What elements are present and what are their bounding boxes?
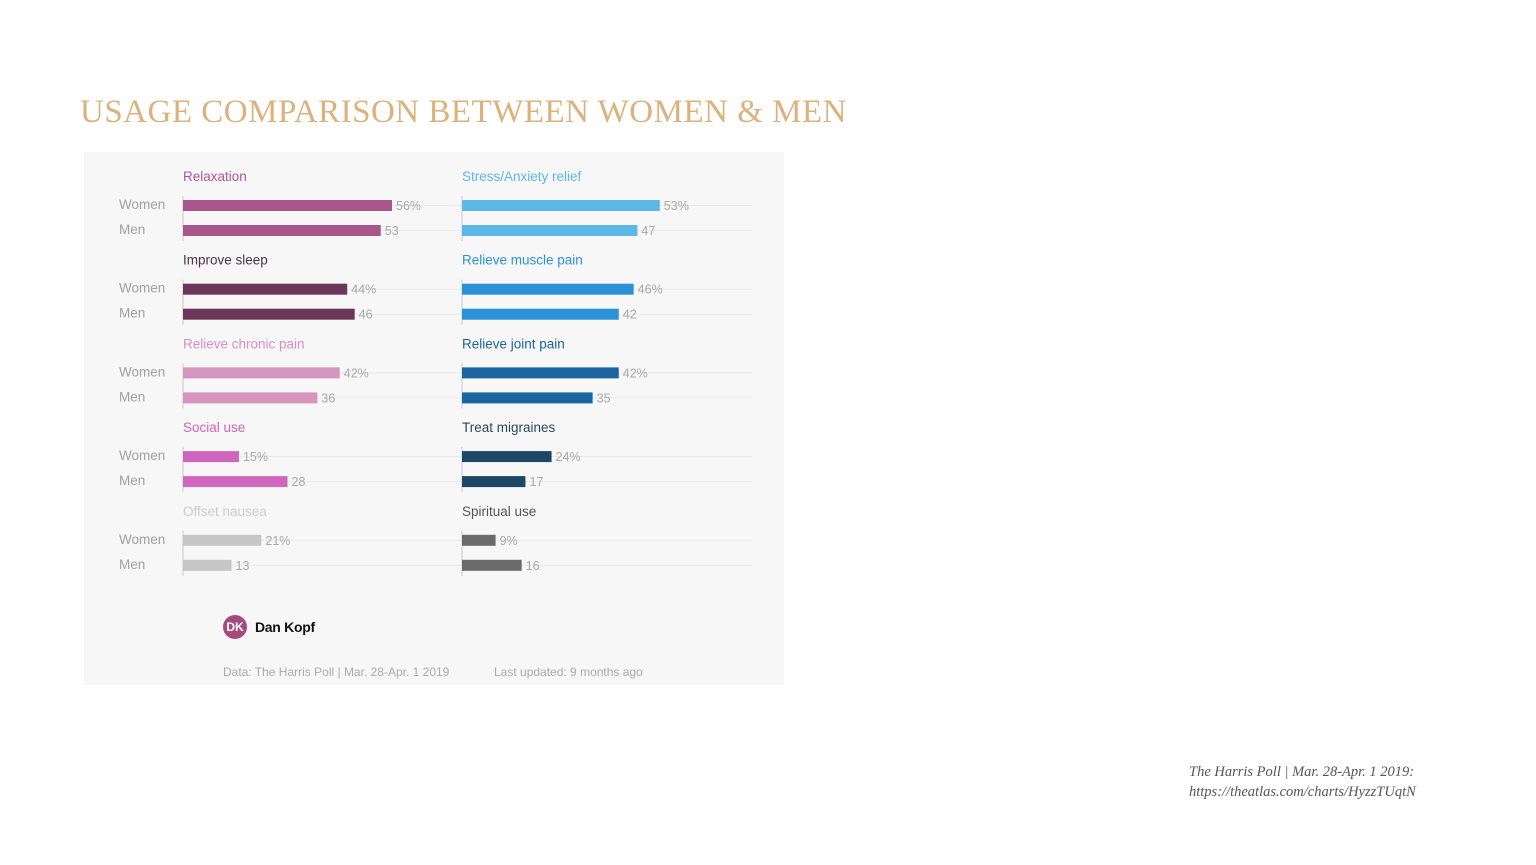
panel-title-9: Offset nausea [183,504,267,519]
panel-title-2: Stress/Anxiety relief [462,169,582,184]
bar-women-8 [462,451,552,463]
author-name: Dan Kopf [255,619,315,635]
bar-women-6 [462,367,619,379]
bar-men-2 [462,225,638,236]
bar-men-10 [462,559,522,571]
value-label-men-2: 47 [641,224,655,238]
data-source: Data: The Harris Poll | Mar. 28-Apr. 1 2… [223,665,450,679]
row-label-men-4: Men [119,473,145,488]
author-avatar: DK [223,615,247,639]
value-label-men-1: 53 [385,224,399,238]
row-label-men-3: Men [119,389,145,404]
bar-women-7 [183,451,239,463]
value-label-men-3: 46 [359,308,373,322]
row-label-women-5: Women [119,532,165,547]
slide-title: USAGE COMPARISON BETWEEN WOMEN & MEN [80,94,847,130]
row-label-men-1: Men [119,222,145,237]
row-label-women-4: Women [119,448,165,463]
value-label-men-8: 17 [529,475,543,489]
bar-women-10 [462,534,496,546]
value-label-women-10: 9% [500,534,518,548]
row-label-women-3: Women [119,364,165,379]
bar-men-8 [462,476,526,488]
bar-chart: Relaxation Women Men 56% 53 Stress/Anxiety re… [119,169,752,576]
bar-women-2 [462,200,660,211]
value-label-women-2: 53% [664,199,689,213]
last-updated: Last updated: 9 months ago [494,665,643,679]
row-label-men-5: Men [119,557,145,572]
panel-title-5: Relieve chronic pain [183,336,305,351]
value-label-women-7: 15% [243,450,268,464]
value-label-women-6: 42% [623,366,648,380]
row-label-women-2: Women [119,281,165,296]
citation-line-1: The Harris Poll | Mar. 28-Apr. 1 2019: [1189,764,1415,780]
bar-men-5 [183,392,318,404]
value-label-men-4: 42 [623,308,637,322]
value-label-men-7: 28 [292,475,306,489]
panel-title-8: Treat migraines [462,420,556,435]
bar-men-1 [183,225,381,236]
panel-title-6: Relieve joint pain [462,336,565,351]
value-label-men-10: 16 [526,559,540,573]
bar-women-1 [183,200,392,211]
panel-title-7: Social use [183,420,245,435]
bar-men-3 [183,308,355,320]
author-badge[interactable]: DK Dan Kopf [223,615,315,639]
bar-women-4 [462,283,634,295]
value-label-women-9: 21% [265,534,290,548]
value-label-women-4: 46% [638,283,663,297]
value-label-women-1: 56% [396,199,421,213]
value-label-men-6: 35 [597,391,611,405]
bar-women-3 [183,283,348,295]
panel-title-3: Improve sleep [183,253,268,268]
value-label-men-9: 13 [236,559,250,573]
row-label-women-1: Women [119,197,165,212]
bar-men-6 [462,392,593,404]
bar-women-5 [183,367,340,379]
value-label-women-5: 42% [344,366,369,380]
citation: The Harris Poll | Mar. 28-Apr. 1 2019: h… [1189,762,1416,802]
citation-line-2[interactable]: https://theatlas.com/charts/HyzzTUqtN [1189,784,1416,800]
chart-card: Relaxation Women Men 56% 53 Stress/Anxiety re… [84,152,784,685]
bar-men-9 [183,559,232,571]
panel-title-4: Relieve muscle pain [462,253,583,268]
panel-title-1: Relaxation [183,169,247,184]
value-label-women-8: 24% [556,450,581,464]
bar-men-7 [183,476,288,488]
value-label-men-5: 36 [321,391,335,405]
value-label-women-3: 44% [351,283,376,297]
row-label-men-2: Men [119,306,145,321]
bar-women-9 [183,534,262,546]
bar-men-4 [462,308,619,320]
panel-title-10: Spiritual use [462,504,536,519]
